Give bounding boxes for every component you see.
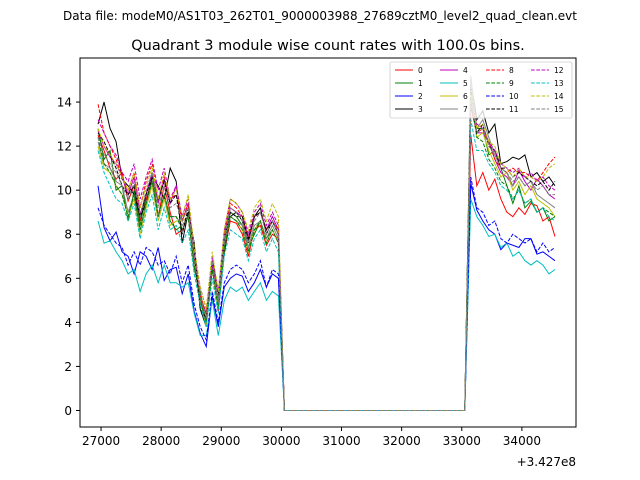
suptitle: Data file: modeM0/AS1T03_262T01_90000039… (63, 9, 577, 23)
legend-label-3: 3 (418, 105, 423, 114)
y-tick-label: 10 (57, 184, 72, 198)
legend-label-11: 11 (509, 105, 519, 114)
legend-label-5: 5 (463, 79, 468, 88)
x-tick-label: 27000 (82, 434, 120, 448)
y-tick-label: 6 (64, 272, 72, 286)
y-tick-label: 8 (64, 228, 72, 242)
legend-label-7: 7 (463, 105, 468, 114)
legend-label-14: 14 (554, 92, 564, 101)
y-tick-label: 14 (57, 96, 72, 110)
x-tick-label: 28000 (142, 434, 180, 448)
legend-label-1: 1 (418, 79, 423, 88)
legend-label-13: 13 (554, 79, 564, 88)
legend-label-12: 12 (554, 66, 564, 75)
legend-label-6: 6 (463, 92, 468, 101)
legend-label-4: 4 (463, 66, 468, 75)
x-tick-label: 33000 (443, 434, 481, 448)
x-tick-label: 30000 (262, 434, 300, 448)
y-axis: 0 2 4 6 8 10 12 14 (57, 96, 80, 418)
legend-label-9: 9 (509, 79, 514, 88)
x-tick-label: 29000 (202, 434, 240, 448)
legend-label-15: 15 (554, 105, 564, 114)
x-tick-label: 34000 (503, 434, 541, 448)
legend-label-2: 2 (418, 92, 423, 101)
y-tick-label: 4 (64, 316, 72, 330)
series-line-15 (97, 97, 555, 411)
chart-title: Quadrant 3 module wise count rates with … (131, 38, 525, 54)
legend-label-10: 10 (509, 92, 519, 101)
x-tick-label: 32000 (383, 434, 421, 448)
legend-label-8: 8 (509, 66, 514, 75)
legend-label-0: 0 (418, 66, 423, 75)
x-offset-label: +3.427e8 (517, 455, 576, 469)
legend-frame (389, 61, 573, 119)
x-axis: 27000 28000 29000 30000 31000 32000 33000 34000 (82, 427, 541, 448)
y-tick-label: 12 (57, 140, 72, 154)
y-tick-label: 2 (64, 360, 72, 374)
y-tick-label: 0 (64, 404, 72, 418)
x-tick-label: 31000 (322, 434, 360, 448)
axes-frame (79, 57, 577, 428)
plot-area (97, 75, 556, 411)
